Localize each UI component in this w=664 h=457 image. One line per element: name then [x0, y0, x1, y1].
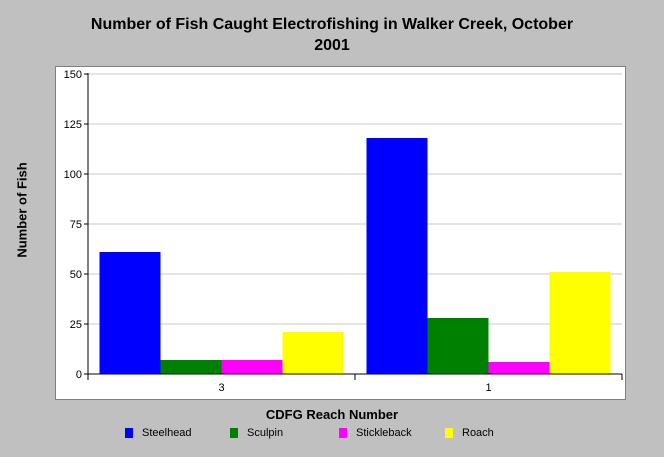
- bar-sculpin-3: [160, 360, 222, 374]
- y-tick-label: 50: [70, 269, 82, 281]
- legend-swatch: [125, 428, 133, 438]
- legend-swatch: [339, 428, 347, 438]
- legend-item-roach: Roach: [445, 427, 494, 439]
- legend-label: Sculpin: [247, 427, 284, 439]
- y-tick-label: 0: [76, 369, 82, 381]
- y-tick-label: 75: [70, 219, 82, 231]
- legend-item-stickleback: Stickleback: [339, 427, 412, 439]
- y-tick-label: 150: [64, 69, 82, 81]
- y-axis-label: Number of Fish: [14, 162, 30, 258]
- legend-label: Stickleback: [356, 427, 412, 439]
- y-tick-label: 100: [64, 169, 82, 181]
- bar-steelhead-1: [366, 138, 428, 374]
- legend-label: Steelhead: [142, 427, 192, 439]
- x-tick-label: 3: [218, 382, 224, 394]
- bar-sculpin-1: [427, 318, 489, 374]
- legend-swatch: [445, 428, 453, 438]
- bar-stickleback-1: [488, 362, 550, 374]
- chart-title: Number of Fish Caught Electrofishing in …: [0, 14, 664, 56]
- legend-item-sculpin: Sculpin: [230, 427, 283, 439]
- legend-label: Roach: [462, 427, 494, 439]
- legend-item-steelhead: Steelhead: [125, 427, 192, 439]
- legend: Steelhead Sculpin Stickleback Roach: [0, 427, 664, 443]
- bar-roach-1: [549, 272, 611, 374]
- y-tick-label: 125: [64, 119, 82, 131]
- chart-title-line-1: Number of Fish Caught Electrofishing in …: [90, 16, 574, 33]
- x-tick-label: 1: [485, 382, 491, 394]
- bar-stickleback-3: [221, 360, 283, 374]
- y-tick-label: 25: [70, 319, 82, 331]
- legend-swatch: [230, 428, 238, 438]
- bar-roach-3: [282, 332, 344, 374]
- bar-steelhead-3: [99, 252, 161, 374]
- x-axis-label: CDFG Reach Number: [265, 407, 399, 422]
- chart-title-line-2: 2001: [314, 37, 350, 54]
